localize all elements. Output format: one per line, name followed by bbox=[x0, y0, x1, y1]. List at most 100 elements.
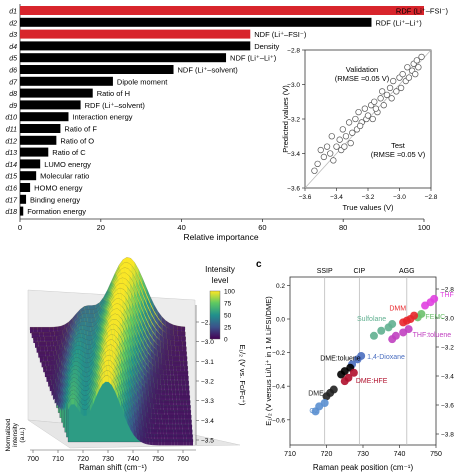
ridge-surface-patch bbox=[171, 345, 176, 353]
ridge-surface-patch bbox=[39, 356, 44, 363]
ridge-surface-patch bbox=[134, 301, 139, 317]
ridge-surface-patch bbox=[130, 423, 134, 435]
ridge-surface-patch bbox=[135, 425, 139, 436]
ridge-surface-patch bbox=[168, 390, 173, 397]
bar-label-d12: Ratio of O bbox=[60, 136, 94, 145]
ridge-surface-patch bbox=[165, 395, 170, 402]
scatter-x-tick-label: −3.4 bbox=[330, 194, 343, 201]
ridge-surface-patch bbox=[47, 332, 51, 339]
ridge-surface-patch bbox=[132, 394, 136, 407]
bar-id-d12: d12 bbox=[5, 138, 17, 145]
ridge-surface-patch bbox=[120, 350, 124, 365]
ridge-surface-patch bbox=[133, 282, 137, 297]
scatter-point bbox=[371, 98, 378, 105]
ridge-surface-patch bbox=[133, 353, 137, 368]
ridge-surface-patch bbox=[147, 428, 151, 435]
scatter-point bbox=[388, 95, 395, 102]
ridge-surface-patch bbox=[130, 404, 134, 417]
ridge-surface-patch bbox=[119, 322, 123, 335]
ridge-surface-patch bbox=[123, 400, 127, 415]
ridge-surface-patch bbox=[171, 439, 175, 446]
ridge-surface-patch bbox=[138, 379, 142, 391]
colorbar bbox=[209, 290, 221, 340]
ridge-surface-patch bbox=[162, 323, 167, 333]
ridge-surface-patch bbox=[148, 412, 152, 420]
ridge-surface-patch bbox=[164, 349, 169, 357]
ridge-surface-patch bbox=[45, 361, 49, 368]
ridge-surface-patch bbox=[186, 400, 191, 407]
ridge-surface-patch bbox=[134, 363, 138, 377]
scatter-point bbox=[418, 53, 425, 61]
ridge-surface-patch bbox=[129, 365, 133, 381]
ridge-surface-patch bbox=[144, 381, 149, 391]
ridge-surface-patch bbox=[146, 336, 151, 349]
ridge-surface-patch bbox=[172, 390, 176, 397]
panel-c-y-tick-label: 0.0 bbox=[276, 317, 285, 324]
ridge-surface-patch bbox=[119, 341, 123, 355]
ridge-surface-patch bbox=[121, 311, 125, 324]
ridge-surface-patch bbox=[141, 376, 145, 388]
ridge-surface-patch bbox=[153, 424, 157, 431]
ridge-surface-patch bbox=[155, 321, 159, 333]
panel-c-point bbox=[377, 326, 386, 335]
ridge-surface-patch bbox=[126, 306, 130, 320]
ridge-surface-patch bbox=[180, 400, 184, 407]
ridge-surface-patch bbox=[186, 390, 190, 397]
ridge-surface-patch bbox=[184, 376, 189, 382]
ridge-surface-patch bbox=[167, 405, 171, 412]
ridge-surface-patch bbox=[44, 370, 49, 378]
panel-c-point bbox=[417, 309, 426, 318]
ridge-surface-patch bbox=[180, 434, 184, 441]
ridge-surface-patch bbox=[131, 265, 136, 278]
ridge-surface-patch bbox=[80, 407, 84, 416]
ridge-surface-patch bbox=[131, 413, 135, 425]
ridge-surface-patch bbox=[178, 346, 183, 353]
ridge-surface-patch bbox=[176, 400, 181, 407]
ridge-surface-patch bbox=[118, 381, 123, 397]
ridge-surface-patch bbox=[124, 368, 128, 383]
ridge-surface-patch bbox=[178, 419, 182, 426]
ridge-surface-patch bbox=[173, 366, 177, 373]
scatter-y-tick-label: −3.6 bbox=[287, 186, 300, 193]
ridge-surface-patch bbox=[42, 341, 47, 348]
ridge-surface-patch bbox=[61, 397, 65, 412]
scatter-y-tick-label: −3.2 bbox=[287, 117, 300, 124]
bar-id-d17: d17 bbox=[5, 197, 18, 204]
ridge-surface-patch bbox=[165, 360, 170, 367]
importance-axis-ticks: 0 20 40 60 80 100 bbox=[18, 219, 430, 232]
panel-c-point bbox=[388, 320, 397, 329]
ridge-surface-patch bbox=[144, 308, 149, 323]
ridge-surface-patch bbox=[39, 332, 44, 339]
importance-tick-label-100: 100 bbox=[418, 223, 431, 232]
ridge-surface-patch bbox=[160, 404, 164, 412]
ridge-surface-patch bbox=[146, 297, 151, 313]
ridge-surface-patch bbox=[170, 370, 174, 377]
ridge-surface-patch bbox=[177, 325, 182, 333]
ridge-surface-patch bbox=[150, 342, 154, 354]
ridge-surface-patch bbox=[125, 398, 129, 413]
ridge-surface-patch bbox=[127, 315, 131, 330]
ridge-surface-patch bbox=[136, 389, 141, 401]
ridge-surface-patch bbox=[176, 395, 180, 402]
ridge-surface-patch bbox=[145, 355, 149, 367]
ridge-surface-patch bbox=[38, 341, 43, 348]
ridge-surface-patch bbox=[123, 283, 128, 293]
scatter-point bbox=[413, 57, 420, 64]
ridge-surface-patch bbox=[152, 393, 156, 401]
ridge-surface-patch bbox=[156, 337, 161, 347]
ridge-surface-patch bbox=[183, 351, 187, 358]
panel-c-point bbox=[329, 385, 338, 394]
ridge-surface-patch bbox=[183, 405, 188, 412]
ridge-surface-patch bbox=[159, 394, 163, 402]
ridge-series bbox=[29, 257, 194, 446]
panel-c-right-tick-label: −3.2 bbox=[441, 345, 454, 352]
ridge-surface-patch bbox=[160, 374, 164, 382]
ridge-surface-patch bbox=[182, 385, 186, 392]
scatter-point bbox=[314, 160, 321, 168]
ridge-surface-patch bbox=[150, 423, 154, 431]
ridge-surface-patch bbox=[47, 346, 52, 353]
ridge-surface-patch bbox=[33, 337, 38, 343]
ridge-surface-patch bbox=[186, 434, 190, 441]
bar-id-d3: d3 bbox=[9, 32, 17, 39]
